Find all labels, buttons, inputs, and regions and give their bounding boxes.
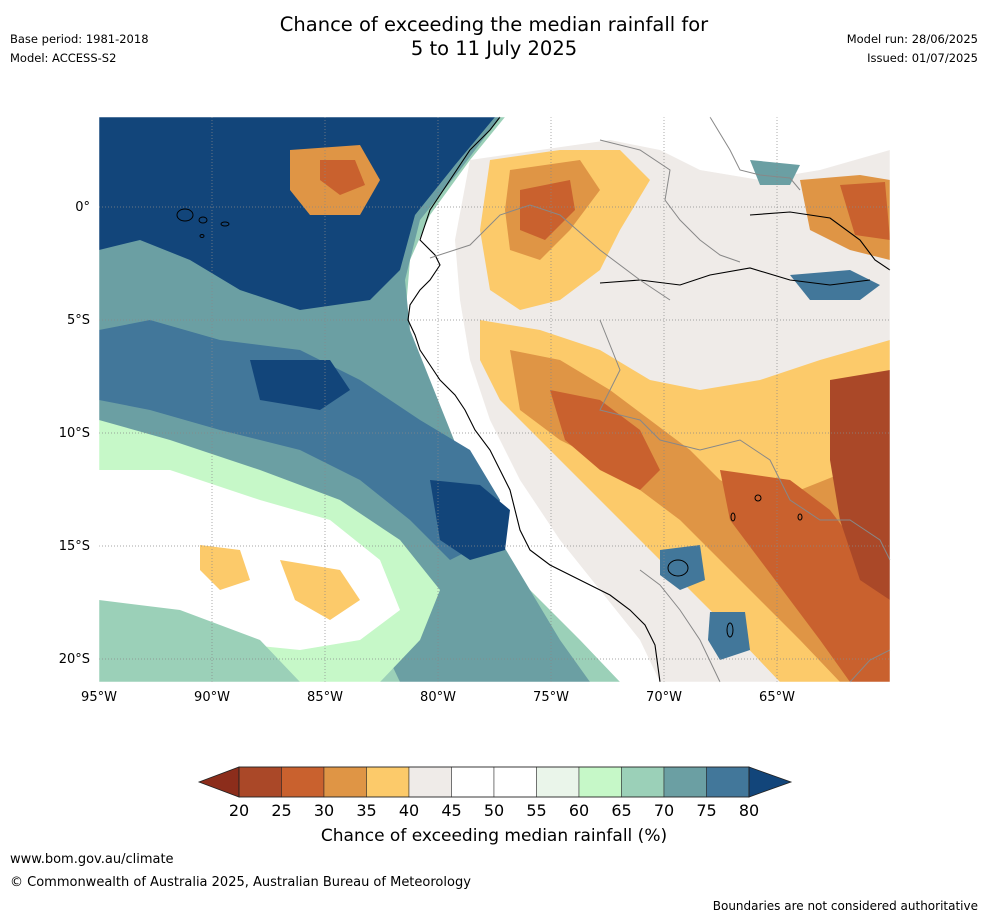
copyright-text: © Commonwealth of Australia 2025, Austra… (10, 875, 471, 890)
colorbar-tick-label: 40 (399, 801, 419, 820)
lake-b (730, 512, 736, 522)
land-patch-75c (708, 612, 750, 660)
amazon-river-coast (749, 211, 891, 271)
lon-label-65w: 65°W (759, 690, 795, 705)
land-zone-25d (840, 182, 890, 240)
border-peru-brazil-bolivia (599, 319, 891, 561)
coastline (407, 116, 661, 683)
ocean-patch-35b (280, 560, 360, 620)
border-peru-bolivia-chile (639, 569, 721, 683)
lake-titicaca (667, 559, 689, 577)
colorbar-tick-label: 30 (314, 801, 334, 820)
colorbar-cell (238, 766, 282, 798)
lake-a (754, 494, 762, 502)
border-venezuela-guyana (709, 116, 801, 191)
lake-poopo (726, 622, 734, 638)
colorbar-tick-label: 45 (441, 801, 461, 820)
colorbar-cell (663, 766, 707, 798)
island-2 (198, 216, 208, 224)
colorbar-tick-label: 25 (271, 801, 291, 820)
colorbar-cell (621, 766, 665, 798)
model-run-text: Model run: 28/06/2025 (846, 32, 978, 46)
galapagos-islands (176, 208, 230, 238)
colorbar-tick-label: 35 (356, 801, 376, 820)
colorbar-cell (408, 766, 452, 798)
border-colombia-venezuela (599, 139, 741, 263)
ocean-patch-35 (200, 545, 250, 590)
colorbar-tick-labels: 20 25 30 35 40 45 50 55 60 65 70 75 80 (229, 801, 759, 820)
map-frame (98, 116, 891, 683)
colorbar-low-extension (197, 766, 240, 798)
colorbar-tick-label: 70 (654, 801, 674, 820)
land-zone-25c (720, 470, 890, 682)
ocean-zone-75b (99, 320, 500, 560)
colorbar-cell (323, 766, 367, 798)
land-zone-25b (550, 390, 660, 490)
land-zone-25 (520, 180, 575, 240)
colorbar-cell (536, 766, 580, 798)
title-line-1: Chance of exceeding the median rainfall … (279, 13, 709, 36)
lon-label-85w: 85°W (307, 690, 343, 705)
colorbar-cell (493, 766, 537, 798)
land-zone-20 (830, 370, 890, 600)
amazon-river (599, 267, 871, 286)
lon-label-95w: 95°W (81, 690, 117, 705)
website-link[interactable]: www.bom.gov.au/climate (10, 852, 174, 867)
lat-label-5s: 5°S (67, 313, 90, 328)
model-name-text: Model: ACCESS-S2 (10, 51, 117, 65)
country-boundaries (429, 116, 891, 683)
chart-title: Chance of exceeding the median rainfall … (0, 13, 988, 61)
ocean-zone-80 (99, 117, 495, 310)
colorbar-cell (706, 766, 750, 798)
colorbar-cell (451, 766, 495, 798)
colorbar-cells (238, 766, 750, 798)
title-line-2: 5 to 11 July 2025 (410, 37, 578, 60)
island-4 (199, 234, 205, 238)
land-patch-75b (750, 160, 800, 185)
border-colombia-ecuador-peru (429, 204, 671, 301)
colorbar-tick-label: 20 (229, 801, 249, 820)
lat-label-0: 0° (75, 200, 90, 215)
disclaimer-text: Boundaries are not considered authoritat… (712, 899, 978, 913)
colorbar-cell (281, 766, 325, 798)
graticule (99, 117, 890, 682)
lon-label-75w: 75°W (533, 690, 569, 705)
issued-date-text: Issued: 01/07/2025 (867, 51, 978, 65)
border-bolivia-paraguay (849, 649, 891, 683)
colorbar-tick-label: 75 (696, 801, 716, 820)
island-1 (176, 208, 194, 222)
map-panel (99, 117, 890, 682)
colorbar: 20 25 30 35 40 45 50 55 60 65 70 75 80 (197, 766, 793, 820)
ocean-patch-80 (430, 480, 510, 560)
lake-c (797, 513, 803, 521)
lon-label-80w: 80°W (420, 690, 456, 705)
lon-label-90w: 90°W (194, 690, 230, 705)
land-patch-75 (790, 270, 880, 300)
lat-label-10s: 10°S (59, 426, 90, 441)
colorbar-label: Chance of exceeding median rainfall (%) (320, 826, 668, 846)
ocean-zone-70b (99, 600, 300, 682)
colorbar-tick-label: 65 (611, 801, 631, 820)
ocean-patch-25 (320, 160, 365, 195)
base-period-text: Base period: 1981-2018 (10, 32, 149, 46)
colorbar-tick-label: 80 (739, 801, 759, 820)
lat-label-20s: 20°S (59, 652, 90, 667)
lake-outlines (667, 494, 803, 638)
colorbar-tick-label: 55 (526, 801, 546, 820)
colorbar-cell (366, 766, 410, 798)
colorbar-outline (238, 766, 750, 798)
lat-label-15s: 15°S (59, 539, 90, 554)
colorbar-tick-label: 60 (569, 801, 589, 820)
island-3 (220, 221, 230, 227)
land-patch-75d (660, 545, 705, 590)
colorbar-tick-label: 50 (484, 801, 504, 820)
colorbar-high-extension (748, 766, 793, 798)
colorbar-cell (578, 766, 622, 798)
lon-label-70w: 70°W (646, 690, 682, 705)
